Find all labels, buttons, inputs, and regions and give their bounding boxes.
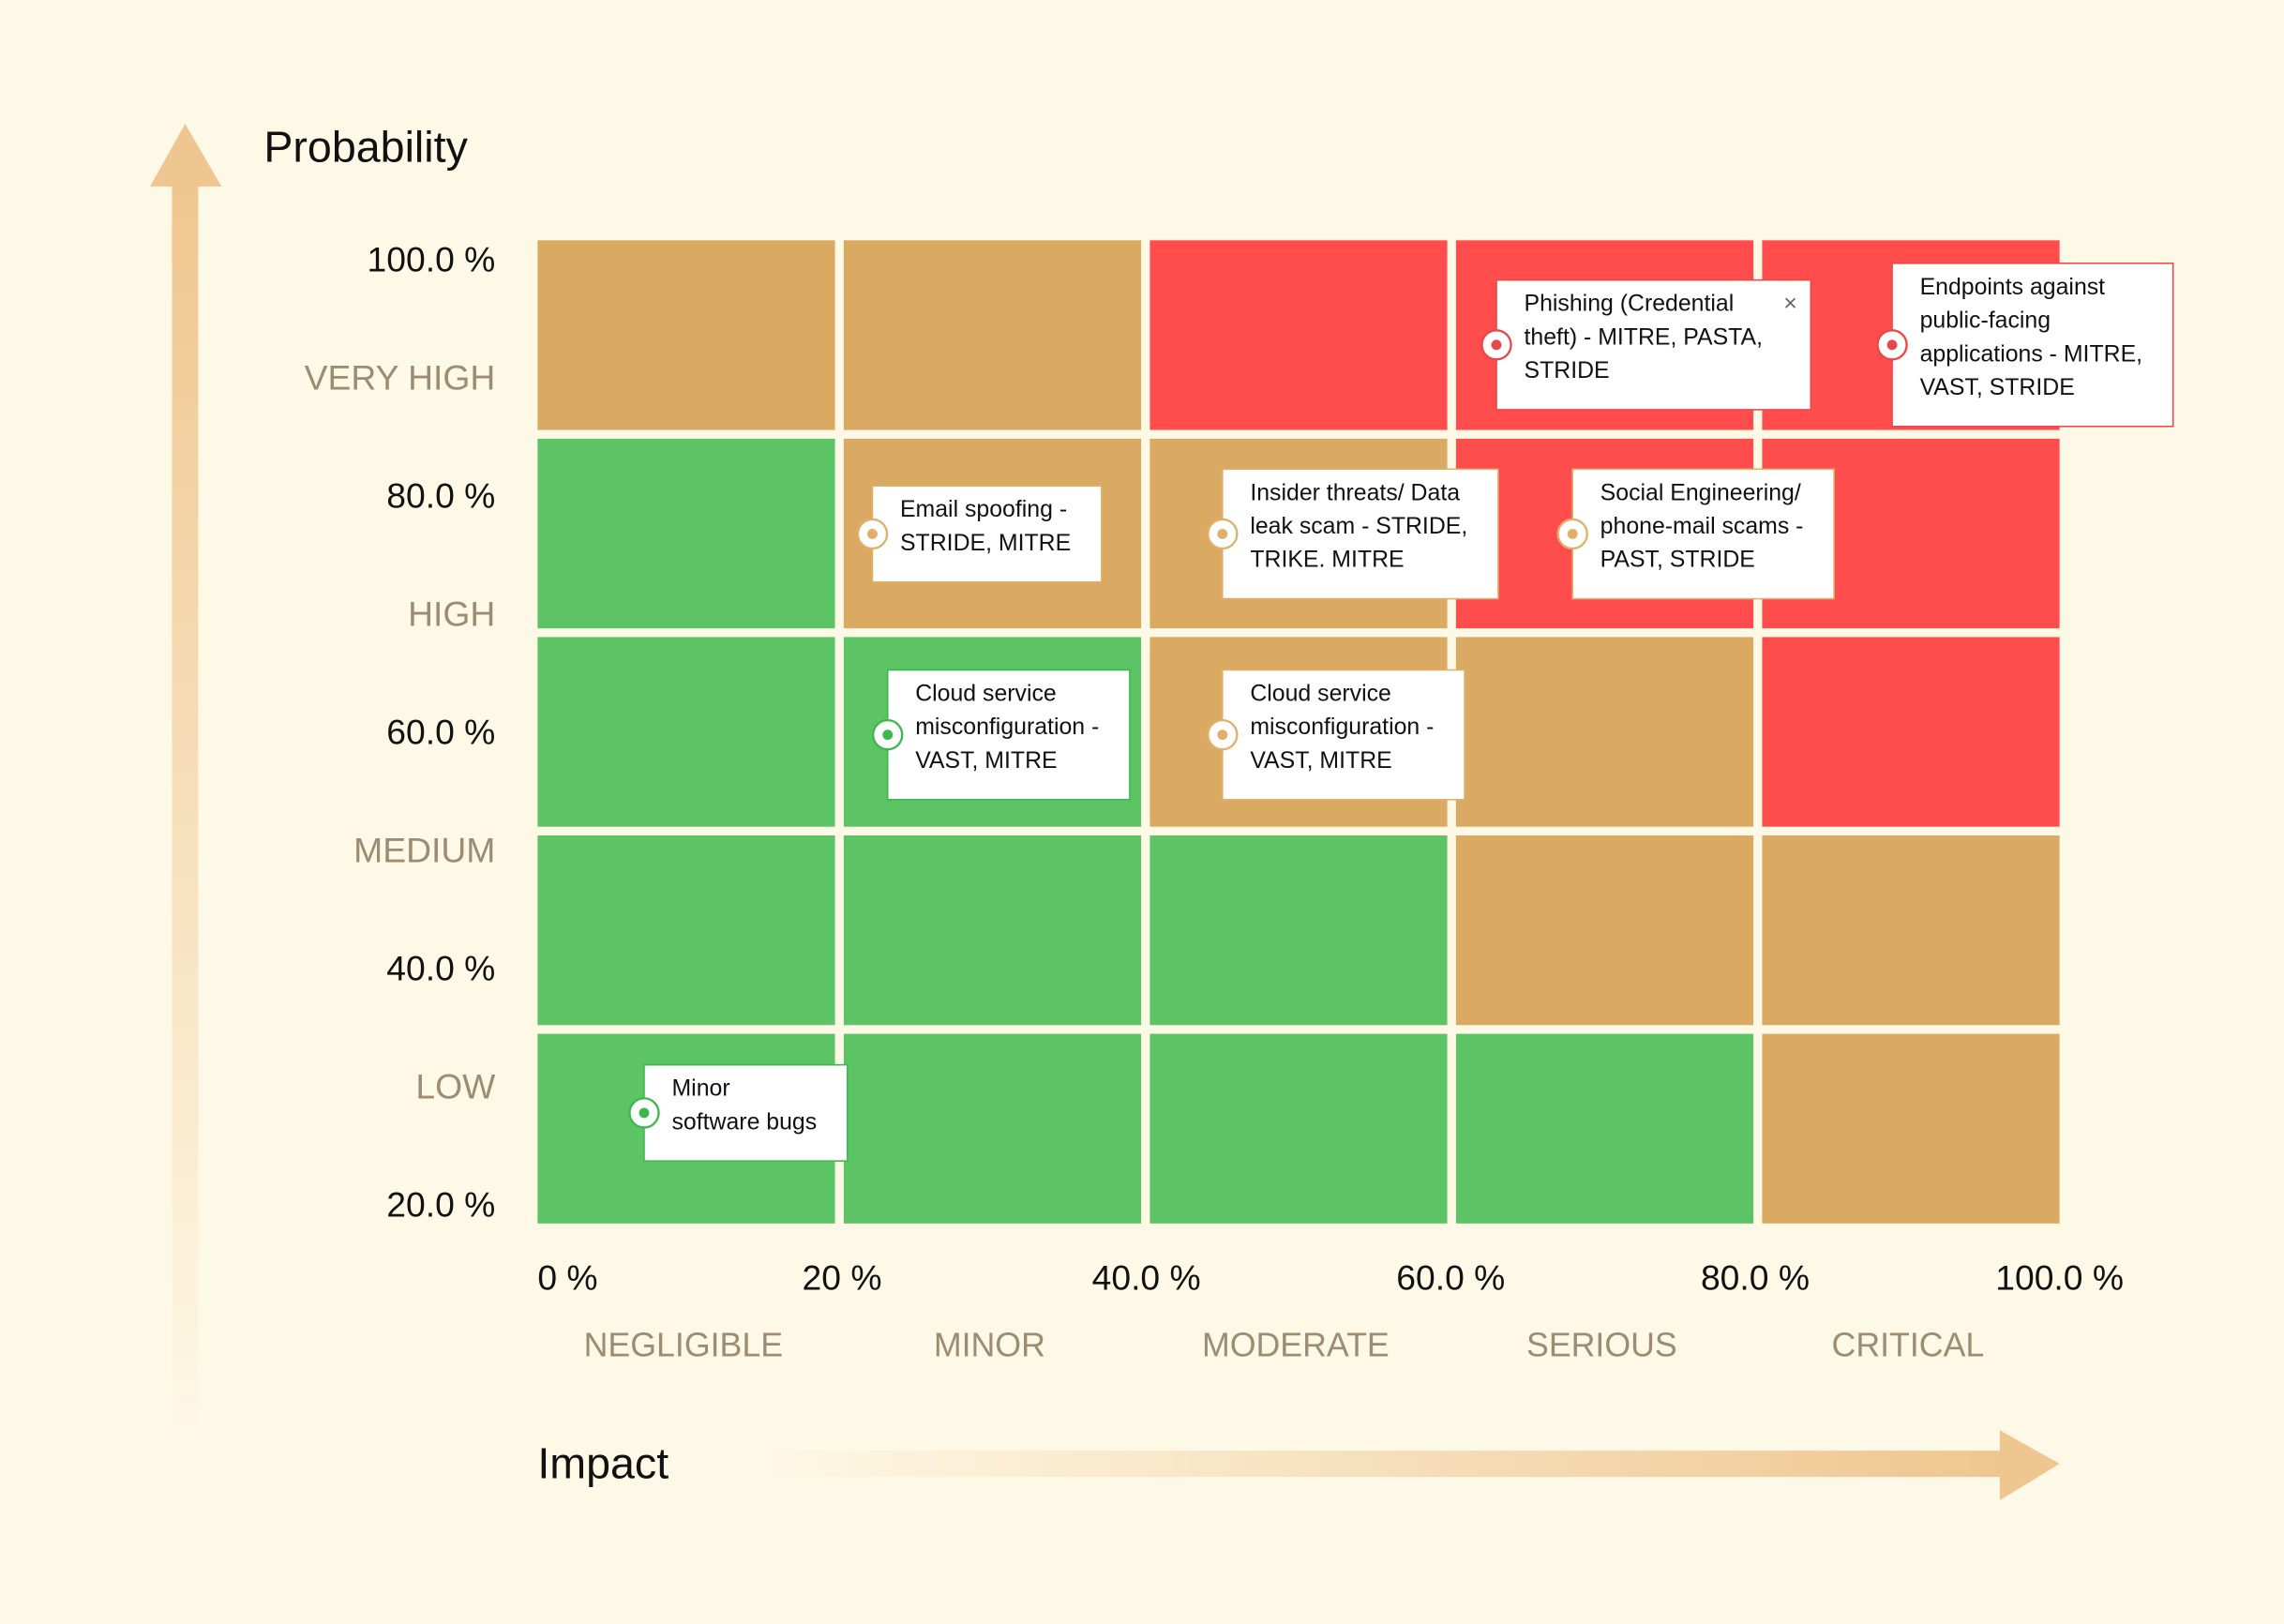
y-tick-label: 60.0 % (386, 713, 495, 752)
x-tick-label: 60.0 % (1396, 1257, 1505, 1297)
x-tick-label: 80.0 % (1701, 1257, 1810, 1297)
cell (1150, 1033, 1448, 1224)
risk-card: Endpoints against public-facing applicatio… (1876, 263, 2174, 428)
risk-label: phone-mail scams - (1600, 514, 1804, 539)
risk-label: theft) - MITRE, PASTA, (1525, 324, 1763, 350)
risk-label: misconfiguration - (915, 714, 1099, 740)
y-category-label: VERY HIGH (305, 357, 496, 397)
x-tick-label: 0 % (537, 1257, 597, 1297)
x-category-label: NEGLIGIBLE (584, 1326, 783, 1363)
risk-label: software bugs (671, 1109, 817, 1135)
risk-card-box (1495, 278, 1812, 411)
cell (843, 1033, 1142, 1224)
cell (537, 240, 835, 430)
risk-marker-dot (1886, 339, 1898, 351)
risk-label: STRIDE (1525, 358, 1610, 383)
risk-card: Email spoofing - STRIDE, MITRE (856, 485, 1103, 583)
cell (1150, 835, 1448, 1026)
x-category-label: SERIOUS (1526, 1326, 1677, 1363)
risk-label: Email spoofing - (900, 497, 1067, 522)
risk-label: Minor (671, 1076, 729, 1102)
risk-label: Social Engineering/ (1600, 480, 1801, 505)
x-category-label: CRITICAL (1832, 1326, 1985, 1363)
x-tick-label: 100.0 % (1995, 1257, 2124, 1297)
risk-marker-dot (867, 529, 878, 539)
risk-card-box (1571, 468, 1835, 600)
risk-label: VAST, MITRE (1250, 748, 1391, 774)
risk-marker-dot (1491, 339, 1502, 351)
risk-marker-dot (1217, 729, 1228, 741)
cell (1762, 835, 2060, 1026)
risk-card: Minor software bugs (628, 1063, 849, 1162)
risk-card-box (886, 669, 1131, 801)
risk-card: Social Engineering/phone-mail scams - PAS… (1556, 468, 1835, 600)
risk-label: STRIDE, MITRE (900, 531, 1071, 556)
risk-card-box (871, 485, 1103, 583)
y-tick-label: 80.0 % (386, 475, 495, 515)
risk-label: TRIKE. MITRE (1250, 548, 1404, 573)
risk-card: Insider threats/ Data leak scam - STRIDE,… (1207, 468, 1499, 600)
risk-label: VAST, MITRE (915, 748, 1057, 774)
y-arrow-shaft (172, 183, 199, 1442)
y-tick-label: 20.0 % (386, 1185, 495, 1225)
risk-card: Phishing (Credential theft) - MITRE, PAST… (1480, 278, 1812, 411)
cell (537, 835, 835, 1026)
risk-label: VAST, STRIDE (1920, 375, 2075, 400)
close-button[interactable]: × (1783, 292, 1797, 317)
x-tick-label: 20 % (803, 1257, 882, 1297)
cell (1455, 835, 1754, 1026)
risk-label: Phishing (Credential (1525, 292, 1735, 317)
risk-card-box (1891, 263, 2174, 428)
y-category-label: LOW (415, 1067, 496, 1106)
cell (1455, 637, 1754, 827)
risk-card: Cloud service misconfiguration - VAST, MIT… (872, 669, 1131, 801)
risk-card-box (643, 1063, 849, 1162)
risk-card-box (1222, 468, 1499, 600)
risk-marker-dot (1567, 529, 1578, 539)
x-category-label: MODERATE (1202, 1326, 1390, 1363)
x-tick-label: 40.0 % (1092, 1257, 1201, 1297)
risk-marker-dot (1217, 529, 1228, 539)
risk-label: applications - MITRE, (1920, 341, 2142, 367)
cell (537, 637, 835, 827)
y-category-label: HIGH (408, 594, 495, 633)
risk-label: Cloud service (1250, 682, 1391, 707)
cell (843, 240, 1142, 430)
risk-marker-dot (882, 729, 894, 741)
cell (1762, 637, 2060, 827)
y-tick-label: 40.0 % (386, 949, 495, 988)
x-arrow-head (1999, 1430, 2060, 1500)
cell (1762, 1033, 2060, 1224)
risk-marker-dot (639, 1107, 650, 1119)
x-axis-title: Impact (537, 1439, 669, 1488)
cell (1455, 1033, 1754, 1224)
y-arrow-head (150, 124, 222, 187)
risk-label: leak scam - STRIDE, (1250, 514, 1467, 539)
risk-label: Cloud service (915, 682, 1057, 707)
cell (843, 835, 1142, 1026)
y-category-label: MEDIUM (353, 831, 495, 870)
y-tick-label: 100.0 % (368, 239, 496, 278)
risk-label: Insider threats/ Data (1250, 480, 1460, 505)
x-category-label: MINOR (934, 1326, 1045, 1363)
risk-card: Cloud service misconfiguration - VAST, MIT… (1207, 669, 1465, 801)
risk-label: misconfiguration - (1250, 714, 1434, 740)
risk-label: public-facing (1920, 308, 2051, 334)
y-axis-title: Probability (263, 122, 468, 171)
risk-card-box (1222, 669, 1465, 801)
x-arrow-shaft (757, 1451, 2005, 1478)
risk-label: PAST, STRIDE (1600, 548, 1755, 573)
cell (537, 438, 835, 629)
risk-label: Endpoints against (1920, 275, 2106, 300)
cell (1150, 240, 1448, 430)
